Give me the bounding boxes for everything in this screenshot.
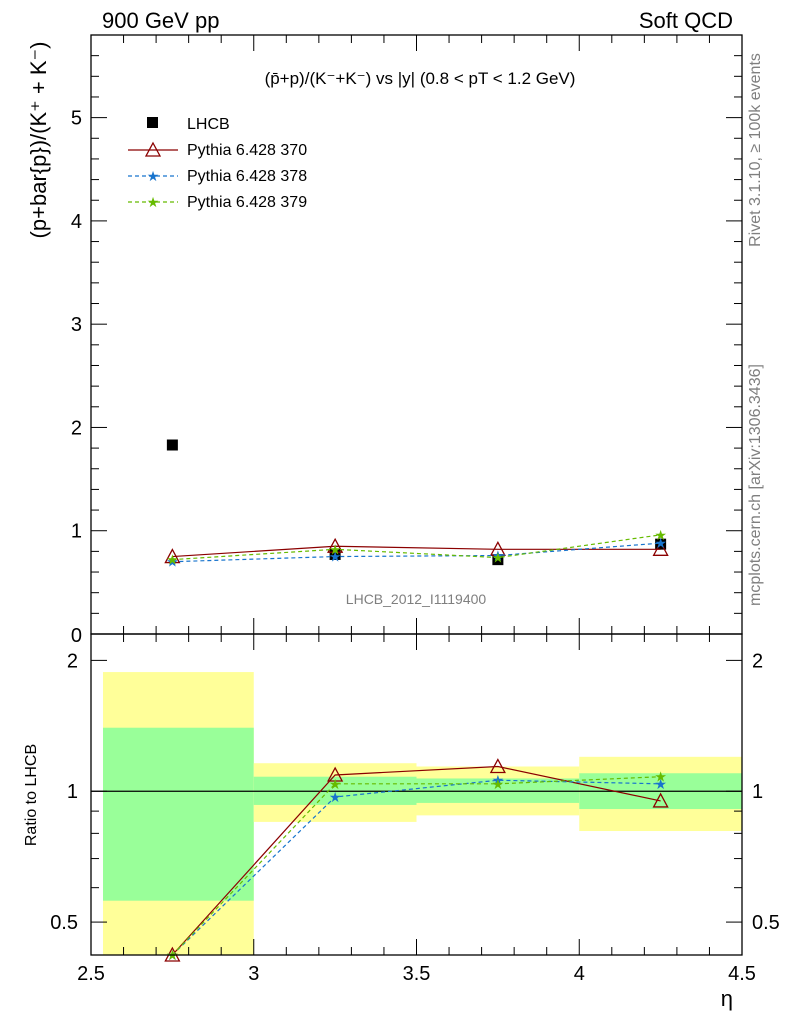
legend-label-370: Pythia 6.428 370 bbox=[187, 142, 307, 159]
lhcb-data-point bbox=[492, 554, 504, 566]
ratio-series-0-point bbox=[327, 766, 344, 782]
ratio-uncertainty-bands bbox=[91, 672, 742, 955]
top-y-axis-label: (p+bar{p})/(K⁺ + K⁻) bbox=[26, 42, 51, 239]
main-panel: (p̄+p)/(K⁻+K⁻) vs |y| (0.8 < pT < 1.2 Ge… bbox=[26, 34, 743, 647]
lhcb-data-point bbox=[655, 538, 667, 550]
top-y-tick-label: 2 bbox=[71, 417, 82, 439]
ratio-series-0-point bbox=[652, 792, 669, 808]
ratio-y-tick-label: 0.5 bbox=[50, 912, 78, 934]
ratio-series-1-point: ★ bbox=[654, 776, 667, 792]
top-series-2-point: ★ bbox=[329, 549, 342, 565]
legend-marker-370 bbox=[144, 141, 162, 157]
top-y-tick-label-0: 0 bbox=[71, 625, 82, 647]
top-series-2-point: ★ bbox=[166, 554, 179, 570]
header-left: 900 GeV pp bbox=[102, 8, 219, 33]
top-series-1-point bbox=[327, 537, 344, 553]
legend-marker-lhcb bbox=[147, 117, 158, 128]
legend-marker-379: ★ bbox=[147, 194, 160, 210]
ratio-series-2-point: ★ bbox=[492, 776, 505, 792]
top-series-3-point: ★ bbox=[329, 541, 342, 557]
ratio-y-axis-label: Ratio to LHCB bbox=[23, 744, 40, 846]
top-series-2-point: ★ bbox=[492, 548, 505, 564]
top-series-3-line bbox=[172, 534, 661, 561]
analysis-watermark: LHCB_2012_I1119400 bbox=[346, 591, 487, 607]
header-right: Soft QCD bbox=[639, 8, 733, 33]
x-axis-label: η bbox=[721, 986, 733, 1011]
ratio-series-2-point: ★ bbox=[654, 769, 667, 785]
rivet-label: Rivet 3.1.10, ≥ 100k events bbox=[747, 53, 764, 247]
ratio-y-tick-label: 1 bbox=[67, 781, 78, 803]
legend-label-379: Pythia 6.428 379 bbox=[187, 194, 307, 211]
ratio-y-tick-label: 0.5 bbox=[752, 912, 780, 934]
stat-uncertainty-band bbox=[103, 727, 254, 901]
ratio-series-1-point: ★ bbox=[329, 789, 342, 805]
top-y-tick-labels: 1 2 3 4 5 bbox=[71, 108, 82, 543]
ratio-y-tick-label: 2 bbox=[752, 650, 763, 672]
x-tick-labels: 2.5 3 3.5 4 4.5 bbox=[77, 963, 756, 985]
top-series-3-point: ★ bbox=[492, 550, 505, 566]
ratio-series-0-line bbox=[171, 765, 661, 956]
lhcb-data-point bbox=[166, 439, 178, 451]
top-series-3-point: ★ bbox=[654, 527, 667, 543]
legend-marker-378: ★ bbox=[147, 168, 160, 184]
legend-label-378: Pythia 6.428 378 bbox=[187, 168, 307, 185]
x-tick-label: 3 bbox=[248, 963, 259, 985]
ratio-y-tick-label: 1 bbox=[752, 781, 763, 803]
mcplots-label: mcplots.cern.ch [arXiv:1306.3436] bbox=[747, 364, 764, 606]
top-y-tick-label: 3 bbox=[71, 314, 82, 336]
top-series-2-line bbox=[172, 542, 661, 563]
x-tick-label: 2.5 bbox=[77, 963, 105, 985]
top-y-tick-label: 5 bbox=[71, 108, 82, 130]
legend: LHCB Pythia 6.428 370 ★ Pythia 6.428 378… bbox=[128, 116, 307, 211]
top-series-2-point: ★ bbox=[654, 535, 667, 551]
top-series-3-point: ★ bbox=[166, 552, 179, 568]
ratio-panel: ★★★ ★★★ ★ ★ 0.5 0.5 1 1 2 2 2.5 3 3.5 4 4.5 Ratio to… bbox=[23, 634, 780, 1011]
top-y-tick-label: 1 bbox=[71, 521, 82, 543]
x-tick-label: 3.5 bbox=[403, 963, 431, 985]
ratio-series: ★★★ ★★★ ★ ★ bbox=[164, 758, 669, 963]
x-tick-label: 4.5 bbox=[728, 963, 756, 985]
legend-label-lhcb: LHCB bbox=[187, 116, 230, 133]
top-series: ★ ★ ★★★★★★ bbox=[164, 439, 669, 570]
ratio-series-2-point: ★ bbox=[329, 776, 342, 792]
top-series-1-point bbox=[164, 548, 181, 564]
plot-title: (p̄+p)/(K⁻+K⁻) vs |y| (0.8 < pT < 1.2 Ge… bbox=[265, 69, 576, 88]
top-y-tick-label: 4 bbox=[71, 211, 82, 233]
top-series-1-point bbox=[652, 540, 669, 556]
ratio-y-tick-label: 2 bbox=[67, 650, 78, 672]
ratio-frame bbox=[90, 633, 743, 956]
ratio-y-tick-labels: 0.5 0.5 1 1 2 2 bbox=[50, 650, 780, 934]
x-tick-label: 4 bbox=[574, 963, 585, 985]
ratio-series-2-line bbox=[171, 776, 661, 956]
ratio-series-1-line bbox=[171, 779, 661, 956]
lhcb-data-point bbox=[329, 548, 341, 560]
ratio-series-0-point bbox=[489, 758, 506, 774]
